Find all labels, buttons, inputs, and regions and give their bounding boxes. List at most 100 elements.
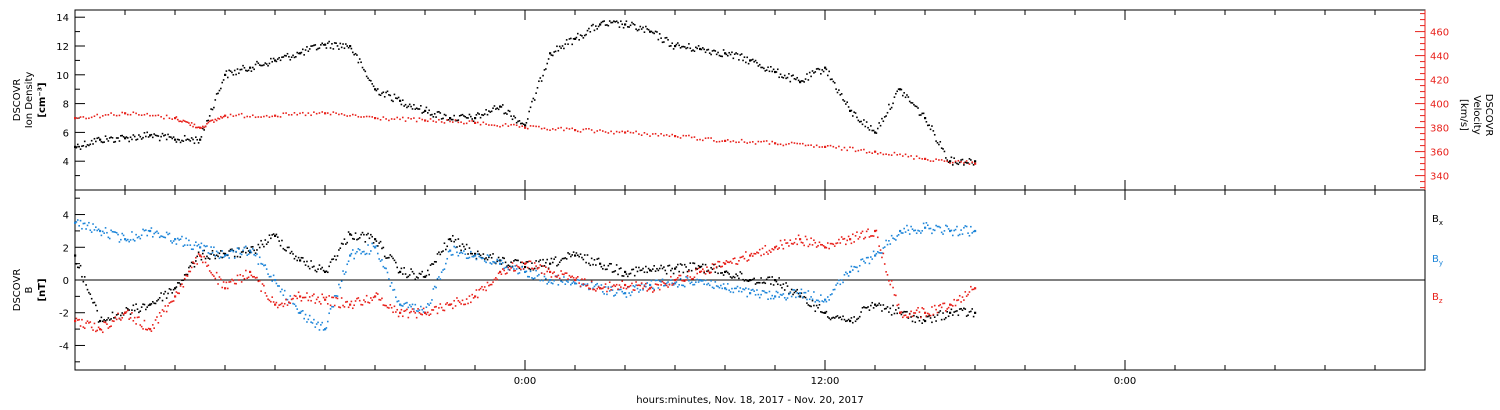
trace-dot-by xyxy=(358,249,361,251)
trace-dot-ion-density xyxy=(408,103,411,106)
trace-dot-bz xyxy=(185,274,187,277)
trace-dot-ion-density xyxy=(170,136,172,138)
trace-dot-velocity xyxy=(757,140,760,143)
trace-dot-ion-density xyxy=(342,43,344,45)
trace-dot-bx xyxy=(215,254,218,257)
trace-dot-bz xyxy=(707,270,710,273)
trace-dot-bx xyxy=(767,276,769,279)
trace-dot-ion-density xyxy=(317,47,319,50)
trace-dot-bx xyxy=(456,246,458,248)
trace-dot-ion-density xyxy=(545,68,547,70)
trace-dot-ion-density xyxy=(331,43,333,45)
trace-dot-bx xyxy=(131,309,133,311)
trace-dot-bx xyxy=(870,304,872,307)
trace-dot-bz xyxy=(538,266,540,269)
trace-dot-bz xyxy=(100,329,103,331)
trace-dot-velocity xyxy=(365,115,368,118)
trace-dot-by xyxy=(263,264,265,267)
data-point-velocity xyxy=(774,142,777,145)
trace-dot-bx xyxy=(247,250,250,252)
trace-dot-bz xyxy=(972,288,975,291)
trace-dot-bz xyxy=(168,302,171,304)
trace-dot-bz xyxy=(667,286,669,288)
trace-dot-velocity xyxy=(640,134,643,136)
trace-dot-ion-density xyxy=(553,51,555,53)
trace-dot-bz xyxy=(915,309,918,312)
trace-dot-by xyxy=(363,250,365,253)
trace-dot-bx xyxy=(657,269,660,272)
b-legend: Bx By Bz xyxy=(1432,214,1443,305)
trace-dot-bz xyxy=(283,302,286,305)
trace-dot-bx xyxy=(613,270,615,273)
trace-dot-bz xyxy=(813,239,815,242)
trace-dot-bz xyxy=(931,306,933,308)
trace-dot-ion-density xyxy=(783,74,786,77)
trace-dot-bz xyxy=(515,264,518,267)
trace-dot-bx xyxy=(476,250,479,253)
trace-dot-bz xyxy=(729,260,732,263)
data-point-by xyxy=(549,279,552,282)
trace-dot-by xyxy=(89,229,92,232)
trace-dot-ion-density xyxy=(367,77,369,80)
trace-dot-by xyxy=(636,287,639,290)
trace-dot-bz xyxy=(522,268,525,270)
trace-dot-velocity xyxy=(626,130,629,132)
trace-dot-bx xyxy=(393,259,396,262)
trace-dot-bx xyxy=(317,268,319,270)
data-point-bx xyxy=(774,279,777,282)
trace-dot-bx xyxy=(432,263,435,265)
trace-dot-velocity xyxy=(629,131,632,134)
trace-dot-bz xyxy=(306,292,308,294)
data-point-by xyxy=(349,254,352,257)
trace-dot-velocity xyxy=(296,113,299,116)
trace-dot-bz xyxy=(758,248,761,251)
trace-dot-velocity xyxy=(232,115,235,117)
trace-dot-bx xyxy=(721,272,724,274)
trace-dot-bz xyxy=(142,328,144,330)
trace-dot-by xyxy=(125,239,128,242)
trace-dot-by xyxy=(261,263,264,266)
trace-dot-bx xyxy=(933,316,936,318)
trace-dot-by xyxy=(431,299,433,301)
trace-dot-bz xyxy=(650,286,653,289)
trace-dot-velocity xyxy=(135,112,137,115)
trace-dot-by xyxy=(717,285,719,288)
trace-dot-by xyxy=(701,279,704,282)
trace-dot-velocity xyxy=(882,153,885,156)
trace-dot-bz xyxy=(883,263,886,265)
trace-dot-by xyxy=(672,284,675,286)
trace-dot-bz xyxy=(560,270,562,272)
data-point-ion-density xyxy=(874,131,877,134)
trace-dot-ion-density xyxy=(343,47,346,50)
trace-dot-bz xyxy=(558,277,561,280)
data-point-by xyxy=(99,229,102,233)
trace-dot-by xyxy=(513,268,515,270)
trace-dot-ion-density xyxy=(972,164,975,166)
trace-dot-ion-density xyxy=(304,49,307,51)
trace-dot-ion-density xyxy=(806,73,808,75)
trace-dot-ion-density xyxy=(940,147,943,149)
trace-dot-ion-density xyxy=(263,64,265,66)
trace-dot-bz xyxy=(193,262,196,265)
trace-dot-velocity xyxy=(321,111,324,113)
trace-dot-ion-density xyxy=(822,70,825,73)
trace-dot-velocity xyxy=(221,117,224,119)
trace-dot-by xyxy=(253,253,255,256)
trace-dot-ion-density xyxy=(485,109,487,111)
trace-dot-velocity xyxy=(222,115,225,118)
trace-dot-velocity xyxy=(696,139,699,141)
trace-dot-ion-density xyxy=(526,118,529,120)
trace-dot-bz xyxy=(878,245,880,247)
trace-dot-bx xyxy=(761,282,764,284)
b-tick-label: -4 xyxy=(59,341,69,352)
trace-dot-velocity xyxy=(175,116,178,118)
trace-dot-ion-density xyxy=(775,71,778,73)
trace-dot-velocity xyxy=(732,140,735,142)
trace-dot-ion-density xyxy=(478,113,480,115)
trace-dot-by xyxy=(532,277,535,280)
trace-dot-ion-density xyxy=(388,94,390,96)
trace-dot-bx xyxy=(211,249,214,252)
trace-dot-ion-density xyxy=(506,113,508,115)
trace-dot-by xyxy=(740,290,743,293)
trace-dot-bz xyxy=(381,297,383,300)
